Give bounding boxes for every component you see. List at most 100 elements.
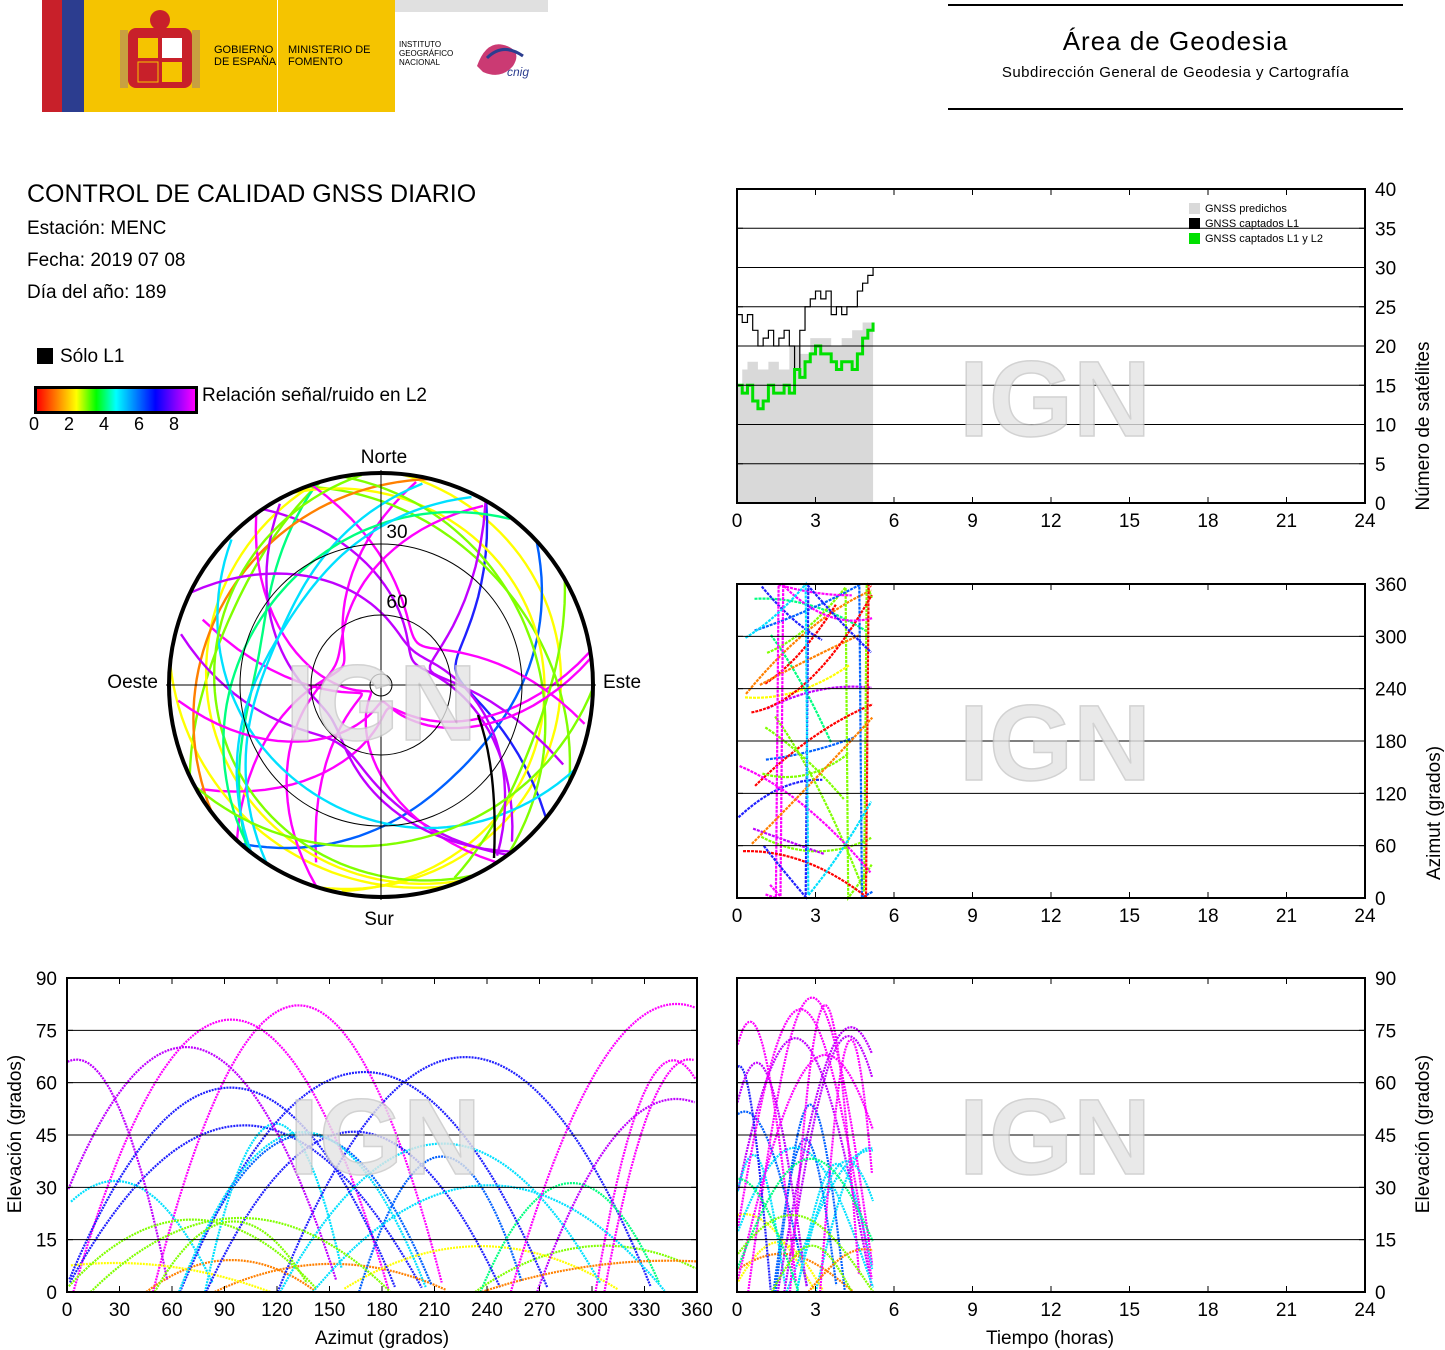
y-tick-label: 0 [46, 1283, 57, 1304]
report-title: CONTROL DE CALIDAD GNSS DIARIO [27, 180, 477, 208]
sky-track [235, 481, 417, 841]
x-tick-label: 150 [314, 1300, 346, 1321]
x-tick-label: 90 [214, 1300, 235, 1321]
y-tick-label: 60 [36, 1074, 57, 1095]
x-tick-label: 18 [1197, 1300, 1218, 1321]
x-tick-label: 180 [366, 1300, 398, 1321]
watermark: IGN [285, 642, 477, 763]
snr-label: Relación señal/ruido en L2 [202, 385, 427, 406]
azimuth-track [764, 726, 845, 800]
azimuth-track [769, 582, 873, 900]
west-label: Oeste [107, 672, 158, 693]
x-tick-label: 15 [1119, 906, 1140, 927]
azimuth-track [739, 765, 872, 874]
y-tick-label: 20 [1375, 337, 1396, 358]
y-tick-label: 40 [1375, 180, 1396, 201]
x-tick-label: 21 [1276, 906, 1297, 927]
x-tick-label: 0 [732, 1300, 743, 1321]
y-tick-label: 75 [1375, 1021, 1396, 1042]
sky-track [177, 656, 593, 743]
elevation-time-chart: 0 15 30 45 60 75 90 0 3 6 9 12 15 18 21 24 Tiempo (hora… [732, 969, 1434, 1349]
azimuth-track [766, 685, 872, 710]
skyplot-tracks [169, 473, 593, 893]
sky-track [235, 495, 472, 854]
elevation-time-track [819, 1038, 873, 1293]
x-tick-label: 21 [1276, 1300, 1297, 1321]
sky-track [201, 650, 592, 793]
sky-track [196, 687, 593, 848]
elevation-azimuth-track [536, 1097, 695, 1293]
satellite-legend: GNSS predichos GNSS captados L1 GNSS cap… [1189, 203, 1323, 245]
azimuth-track [752, 827, 825, 855]
y-tick-label: 240 [1375, 680, 1407, 701]
y-tick-label: 90 [36, 969, 57, 990]
x-tick-label: 12 [1040, 1300, 1061, 1321]
azimuth-track [742, 582, 872, 899]
elevation-azimuth-track [603, 1058, 694, 1293]
azimuth-track [770, 634, 833, 744]
elevation-azimuth-track [479, 1182, 660, 1293]
header-logos: GOBIERNO DE ESPAÑA MINISTERIO DE FOMENTO… [42, 0, 548, 112]
x-tick-label: 270 [524, 1300, 556, 1321]
elevation-time-axes: 0 15 30 45 60 75 90 0 3 6 9 12 15 18 21 24 [732, 969, 1396, 1321]
sky-track [222, 510, 511, 854]
ign-topbar [395, 0, 548, 12]
header-rule-bottom [948, 108, 1403, 110]
elt-xlabel: Tiempo (horas) [986, 1328, 1114, 1349]
y-tick-label: 60 [1375, 1074, 1396, 1095]
azimuth-track [762, 752, 850, 779]
elevation-azimuth-track [68, 1086, 396, 1288]
azimuth-track [759, 634, 860, 686]
eu-stripe [62, 0, 84, 112]
elevation-time-track [737, 1214, 874, 1293]
sky-track [192, 477, 432, 814]
y-tick-label: 30 [1375, 1178, 1396, 1199]
elevation-time-track [788, 1004, 861, 1293]
date-label: Fecha: 2019 07 08 [27, 250, 186, 271]
y-tick-label: 35 [1375, 219, 1396, 240]
elaz-ylabel: Elevación (grados) [5, 1055, 26, 1213]
gobierno-block: GOBIERNO DE ESPAÑA [84, 0, 277, 112]
elevation-azimuth-plot [67, 1002, 697, 1294]
ministry-label: MINISTERIO DE FOMENTO [288, 44, 371, 68]
solo-l1-swatch [37, 348, 53, 364]
sky-track [169, 663, 448, 889]
x-tick-label: 15 [1119, 1300, 1140, 1321]
elevation-azimuth-track [214, 1262, 447, 1294]
azimuth-time-plot [737, 581, 874, 902]
azimuth-track [766, 584, 873, 902]
y-tick-label: 360 [1375, 575, 1407, 596]
elevation-time-track [737, 1008, 873, 1279]
sky-track [306, 485, 572, 783]
azimuth-track [744, 663, 851, 699]
x-tick-label: 3 [810, 511, 821, 532]
elt-ylabel: Elevación (grados) [1413, 1055, 1434, 1213]
header-rule-top [948, 4, 1403, 6]
area-title: Área de Geodesia [1062, 26, 1289, 56]
elevation-time-track [737, 1064, 772, 1290]
az-ylabel: Azimut (grados) [1424, 746, 1445, 880]
sky-track-l1 [476, 714, 496, 859]
x-tick-label: 0 [732, 906, 743, 927]
elevation-azimuth-track [205, 1130, 502, 1293]
elevation-azimuth-track [357, 1155, 523, 1293]
x-tick-label: 210 [419, 1300, 451, 1321]
sky-track [453, 579, 567, 879]
x-tick-label: 24 [1354, 906, 1376, 927]
azimuth-track [754, 597, 868, 633]
y-tick-label: 15 [1375, 1231, 1396, 1252]
legend-swatch-l1 [1189, 218, 1200, 229]
plot-frame [736, 188, 1366, 504]
azimuth-track [754, 703, 874, 787]
south-label: Sur [364, 909, 394, 930]
sky-track [318, 473, 563, 891]
legend-l1: GNSS captados L1 [1205, 218, 1299, 230]
elevation-azimuth-track [474, 1244, 697, 1293]
elevation-azimuth-track [509, 1002, 695, 1293]
snr-tick: 4 [99, 414, 110, 434]
y-tick-label: 15 [36, 1231, 57, 1252]
x-tick-label: 9 [967, 1300, 978, 1321]
snr-colorbar [34, 386, 198, 414]
ring-30-label: 30 [386, 522, 407, 543]
flag-stripe [42, 0, 62, 112]
